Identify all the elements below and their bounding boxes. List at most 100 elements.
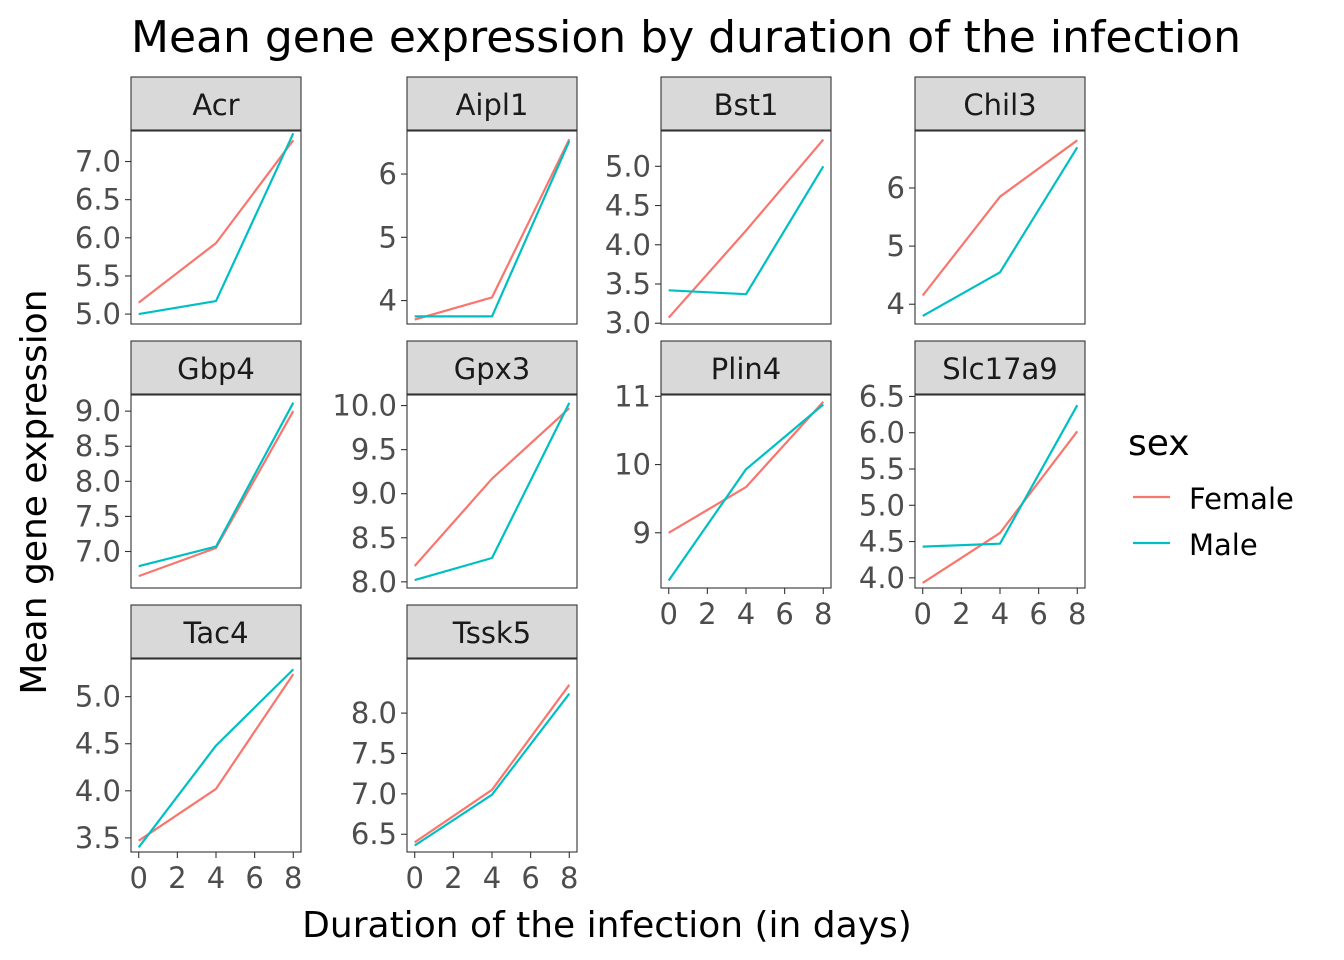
plot-area-aipl1 bbox=[406, 130, 578, 325]
legend-title: sex bbox=[1128, 423, 1190, 464]
y-tick-label-chil3: 5 bbox=[887, 229, 905, 263]
series-line-chil3-female bbox=[921, 139, 1078, 297]
y-tick-label-bst1: 4.0 bbox=[605, 228, 651, 262]
series-line-plin4-female bbox=[668, 401, 825, 534]
y-tick-label-slc17a9: 4.5 bbox=[859, 525, 905, 559]
y-tick-label-aipl1: 4 bbox=[379, 284, 397, 318]
panel-chil3: Chil3 4 5 6 bbox=[887, 76, 1086, 325]
strip-label-aipl1: Aipl1 bbox=[456, 88, 529, 122]
panel-gpx3: Gpx3 8.0 8.5 9.0 9.5 10.0 bbox=[332, 340, 578, 599]
series-line-gpx3-male bbox=[414, 402, 571, 582]
x-tick-label-tac4: 2 bbox=[168, 861, 186, 895]
x-tick-label-tssk5: 0 bbox=[406, 861, 424, 895]
strip-tssk5 bbox=[406, 604, 578, 659]
plot-area-tssk5 bbox=[406, 658, 578, 853]
y-tick-label-gpx3: 9.5 bbox=[351, 433, 397, 467]
strip-label-slc17a9: Slc17a9 bbox=[942, 352, 1058, 386]
y-tick-label-plin4: 10 bbox=[614, 448, 651, 482]
strip-gpx3 bbox=[406, 340, 578, 395]
x-tick-label-slc17a9: 6 bbox=[1029, 597, 1047, 631]
strip-aipl1 bbox=[406, 76, 578, 131]
strip-label-acr: Acr bbox=[192, 88, 239, 122]
panel-plin4: Plin4 9 10 11 0 2 4 6 8 bbox=[614, 340, 832, 631]
strip-slc17a9 bbox=[914, 340, 1086, 395]
x-tick-label-slc17a9: 8 bbox=[1068, 597, 1086, 631]
strip-bst1 bbox=[660, 76, 832, 131]
y-tick-label-acr: 6.5 bbox=[75, 183, 121, 217]
x-tick-label-tssk5: 8 bbox=[560, 861, 578, 895]
y-tick-label-acr: 6.0 bbox=[75, 221, 121, 255]
y-axis-title: Mean gene expression bbox=[14, 289, 55, 694]
y-tick-label-slc17a9: 6.0 bbox=[859, 416, 905, 450]
series-line-bst1-male bbox=[668, 165, 825, 296]
series-line-tac4-female bbox=[138, 673, 295, 842]
y-tick-label-tssk5: 7.5 bbox=[351, 736, 397, 770]
y-tick-label-acr: 5.0 bbox=[75, 297, 121, 331]
y-tick-label-slc17a9: 6.5 bbox=[859, 379, 905, 413]
plot-area-acr bbox=[130, 130, 302, 325]
y-tick-label-gpx3: 10.0 bbox=[332, 389, 397, 423]
facet-panels: Acr5.05.56.06.57.0Aipl1456Bst13.03.54.04… bbox=[75, 76, 1086, 895]
strip-label-tac4: Tac4 bbox=[182, 616, 248, 650]
x-tick-label-plin4: 8 bbox=[814, 597, 832, 631]
plot-area-gbp4 bbox=[130, 394, 302, 589]
x-tick-label-plin4: 4 bbox=[737, 597, 755, 631]
strip-label-bst1: Bst1 bbox=[714, 88, 779, 122]
series-line-aipl1-male bbox=[414, 140, 571, 318]
series-line-gbp4-male bbox=[138, 402, 295, 568]
x-tick-label-slc17a9: 2 bbox=[952, 597, 970, 631]
panel-acr: Acr 5.0 5.5 6.0 6.5 7.0 bbox=[75, 76, 302, 331]
legend-label-female: Female bbox=[1189, 482, 1294, 516]
series-line-acr-female bbox=[138, 139, 295, 304]
series-line-chil3-male bbox=[922, 146, 1079, 317]
x-tick-label-tac4: 6 bbox=[245, 861, 263, 895]
plot-area-slc17a9 bbox=[914, 394, 1086, 589]
panel-tssk5: Tssk5 6.5 7.0 7.5 8.0 0 2 4 6 8 bbox=[351, 604, 578, 895]
strip-plin4 bbox=[660, 340, 832, 395]
x-tick-label-plin4: 0 bbox=[660, 597, 678, 631]
y-tick-label-gbp4: 7.0 bbox=[75, 535, 121, 569]
strip-label-tssk5: Tssk5 bbox=[452, 616, 531, 650]
series-line-gpx3-female bbox=[413, 407, 571, 567]
series-line-aipl1-female bbox=[414, 138, 571, 321]
y-tick-label-bst1: 5.0 bbox=[605, 149, 651, 183]
y-tick-label-chil3: 4 bbox=[887, 287, 905, 321]
series-line-gbp4-female bbox=[138, 410, 295, 578]
x-tick-label-slc17a9: 4 bbox=[991, 597, 1009, 631]
strip-tac4 bbox=[130, 604, 302, 659]
y-tick-label-aipl1: 6 bbox=[379, 157, 397, 191]
series-line-tssk5-female bbox=[414, 684, 571, 844]
y-tick-label-aipl1: 5 bbox=[379, 220, 397, 254]
x-tick-label-tac4: 8 bbox=[284, 861, 302, 895]
panel-slc17a9: Slc17a9 4.04.55.05.56.06.5 0 2 4 6 8 bbox=[859, 340, 1086, 631]
strip-gbp4 bbox=[130, 340, 302, 395]
y-tick-label-slc17a9: 4.0 bbox=[859, 561, 905, 595]
panel-tac4: Tac4 3.5 4.0 4.5 5.0 0 2 4 6 8 bbox=[75, 604, 302, 895]
legend-label-male: Male bbox=[1189, 528, 1258, 562]
y-tick-label-slc17a9: 5.5 bbox=[859, 452, 905, 486]
series-line-plin4-male bbox=[667, 403, 825, 582]
y-tick-label-bst1: 3.5 bbox=[605, 267, 651, 301]
y-tick-label-gbp4: 9.0 bbox=[75, 394, 121, 428]
x-tick-label-tssk5: 4 bbox=[483, 861, 501, 895]
x-tick-label-tssk5: 2 bbox=[444, 861, 462, 895]
y-tick-label-acr: 5.5 bbox=[75, 259, 121, 293]
series-line-slc17a9-male bbox=[922, 404, 1079, 548]
y-tick-label-tac4: 3.5 bbox=[75, 821, 121, 855]
strip-label-gbp4: Gbp4 bbox=[177, 352, 255, 386]
x-tick-label-tac4: 4 bbox=[207, 861, 225, 895]
y-tick-label-gpx3: 8.0 bbox=[351, 565, 397, 599]
legend: sex Female Male bbox=[1128, 423, 1294, 562]
y-tick-label-tssk5: 8.0 bbox=[351, 696, 397, 730]
plot-area-plin4 bbox=[660, 394, 832, 589]
y-tick-label-tssk5: 6.5 bbox=[351, 817, 397, 851]
panel-bst1: Bst1 3.0 3.5 4.0 4.5 5.0 bbox=[605, 76, 832, 340]
series-line-tssk5-male bbox=[414, 693, 571, 847]
y-tick-label-tac4: 5.0 bbox=[75, 680, 121, 714]
strip-acr bbox=[130, 76, 302, 131]
y-tick-label-gpx3: 8.5 bbox=[351, 521, 397, 555]
x-tick-label-tssk5: 6 bbox=[521, 861, 539, 895]
y-tick-label-plin4: 9 bbox=[633, 516, 651, 550]
panel-gbp4: Gbp4 7.07.58.08.59.0 bbox=[75, 340, 302, 589]
